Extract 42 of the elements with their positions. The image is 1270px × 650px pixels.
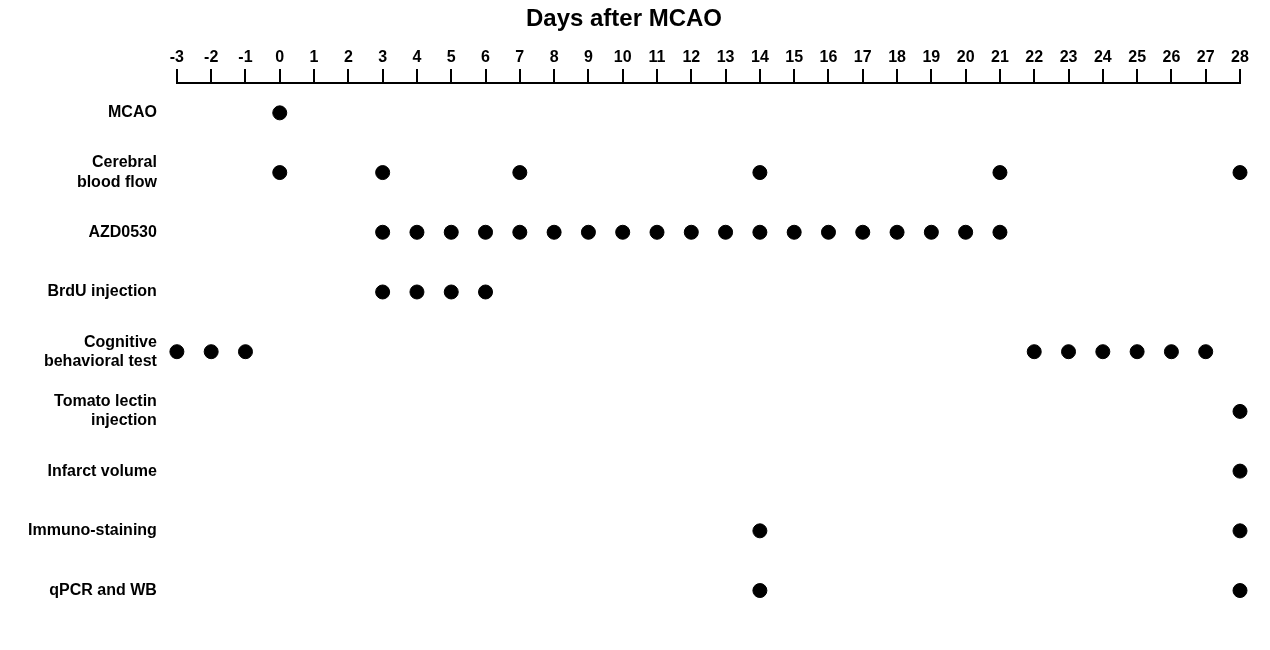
x-tick-label: 16: [819, 47, 838, 65]
x-tick-label: 25: [1128, 47, 1147, 65]
x-tick-label: 4: [412, 47, 422, 65]
chart-title: Days after MCAO: [525, 4, 723, 32]
x-tick-label: 27: [1196, 47, 1215, 65]
x-tick-label: 14: [750, 47, 769, 65]
x-tick-label: 13: [716, 47, 735, 65]
x-tick-label: 3: [378, 47, 388, 65]
x-tick-label: 12: [682, 47, 701, 65]
x-tick-label: -2: [204, 47, 219, 65]
y-tick-label: qPCR and WB: [49, 580, 157, 598]
x-tick-label: 20: [956, 47, 975, 65]
y-tick-label: Infarct volume: [47, 461, 157, 479]
x-tick-label: 24: [1093, 47, 1112, 65]
x-tick-label: 2: [343, 47, 353, 65]
x-tick-label: 11: [648, 47, 666, 65]
x-tick-label: 17: [853, 47, 872, 65]
x-tick-label: 0: [275, 47, 285, 65]
x-tick-label: 18: [888, 47, 907, 65]
y-tick-label: BrdU injection: [47, 282, 157, 300]
y-tick-label: Immuno-staining: [27, 521, 157, 539]
y-tick-label: AZD0530: [88, 222, 157, 240]
x-tick-label: 7: [515, 47, 525, 65]
x-tick-label: 26: [1162, 47, 1181, 65]
x-tick-label: 8: [549, 47, 559, 65]
y-tick-label: Cerebral blood flow: [76, 153, 158, 190]
x-tick-label: 10: [613, 47, 632, 65]
x-tick-label: 6: [481, 47, 491, 65]
x-tick-label: 21: [991, 47, 1009, 65]
x-tick-label: 5: [446, 47, 456, 65]
x-tick-label: -3: [169, 47, 185, 65]
x-tick-label: 28: [1231, 47, 1249, 65]
x-tick-label: 15: [785, 47, 804, 65]
x-tick-label: 9: [583, 47, 593, 65]
x-tick-label: 22: [1025, 47, 1044, 65]
x-tick-label: 23: [1059, 47, 1078, 65]
y-tick-label: Tomato lectin injection: [54, 392, 157, 429]
y-tick-label: MCAO: [107, 103, 157, 121]
x-tick-label: 1: [309, 47, 319, 65]
x-tick-label: 19: [922, 47, 941, 65]
y-tick-label: Cognitive behavioral test: [43, 332, 158, 369]
x-tick-label: -1: [238, 47, 253, 65]
